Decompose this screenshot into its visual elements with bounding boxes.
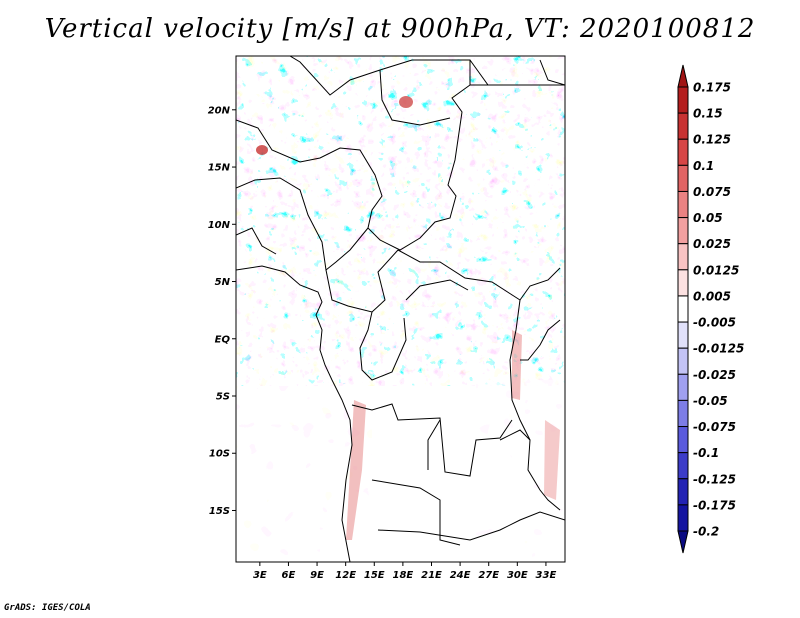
colorbar-box [677, 452, 689, 480]
colorbar-label: -0.2 [693, 525, 719, 539]
lon-tick-label: 12E [335, 570, 356, 581]
lat-tick-label: 5S [216, 392, 230, 403]
colorbar: 0.175 0.15 0.125 0.1 0.075 0.05 0.025 0.0125 0.0… [677, 64, 744, 554]
colorbar-box [677, 373, 689, 401]
colorbar-box [677, 86, 689, 114]
colorbar-label: 0.175 [693, 81, 731, 95]
colorbar-top-arrow [677, 64, 689, 88]
grads-credit: GrADS: IGES/COLA [4, 603, 91, 613]
colorbar-box [677, 504, 689, 532]
plot-frame [235, 55, 566, 563]
lon-tick-label: 21E [421, 570, 442, 581]
country-borders [236, 56, 565, 562]
lat-tick-label: 10S [209, 449, 230, 460]
latitude-axis: 20N 15N 10N 5N EQ 5S 10S 15S [208, 105, 236, 517]
colorbar-label: 0.125 [693, 133, 731, 147]
lon-tick-label: 24E [450, 570, 471, 581]
colorbar-box [677, 426, 689, 454]
lon-tick-label: 3E [253, 570, 267, 581]
colorbar-label: 0.05 [693, 211, 723, 225]
colorbar-label: -0.075 [693, 420, 736, 434]
colorbar-label: -0.175 [693, 498, 736, 512]
colorbar-label: 0.1 [693, 159, 714, 173]
colorbar-label: -0.125 [693, 472, 736, 486]
colorbar-label: 0.0125 [693, 263, 739, 277]
lon-tick-label: 15E [364, 570, 385, 581]
lat-tick-label: 20N [208, 105, 231, 116]
colorbar-box [677, 321, 689, 349]
map-title: Vertical velocity [m/s] at 900hPa, VT: 2… [44, 14, 756, 44]
colorbar-label: -0.005 [693, 316, 736, 330]
velocity-field [236, 56, 565, 562]
colorbar-box [677, 399, 689, 428]
map-figure: 20N 15N 10N 5N EQ 5S 10S 15S 3E 6E 9E 12E 15E 18E 21E… [208, 55, 744, 581]
lon-tick-label: 27E [478, 570, 499, 581]
colorbar-box [677, 138, 689, 166]
colorbar-label: 0.075 [693, 185, 731, 199]
longitude-axis: 3E 6E 9E 12E 15E 18E 21E 24E 27E 30E 33E [253, 562, 557, 581]
lon-tick-label: 6E [282, 570, 296, 581]
colorbar-label: 0.025 [693, 237, 731, 251]
colorbar-box [677, 112, 689, 140]
lon-tick-label: 33E [536, 570, 557, 581]
lon-tick-label: 30E [507, 570, 528, 581]
colorbar-box [677, 269, 689, 297]
colorbar-box [677, 190, 689, 219]
colorbar-box [677, 478, 689, 506]
lat-tick-label: 15N [208, 163, 231, 174]
lon-tick-label: 18E [393, 570, 414, 581]
colorbar-label: -0.025 [693, 368, 736, 382]
lat-tick-label: 5N [215, 277, 231, 288]
lat-tick-label: 10N [208, 220, 231, 231]
colorbar-label: -0.0125 [693, 342, 744, 356]
colorbar-label: 0.15 [693, 107, 723, 121]
colorbar-box [677, 295, 689, 323]
colorbar-box [677, 347, 689, 375]
lat-tick-label: 15S [209, 506, 230, 517]
colorbar-label: -0.05 [693, 394, 728, 408]
colorbar-box [677, 164, 689, 192]
colorbar-box [677, 243, 689, 271]
lon-tick-label: 9E [310, 570, 324, 581]
colorbar-label: 0.005 [693, 289, 731, 303]
lat-tick-label: EQ [215, 334, 231, 345]
colorbar-box [677, 217, 689, 245]
colorbar-label: -0.1 [693, 446, 719, 460]
colorbar-bottom-arrow [677, 530, 689, 554]
